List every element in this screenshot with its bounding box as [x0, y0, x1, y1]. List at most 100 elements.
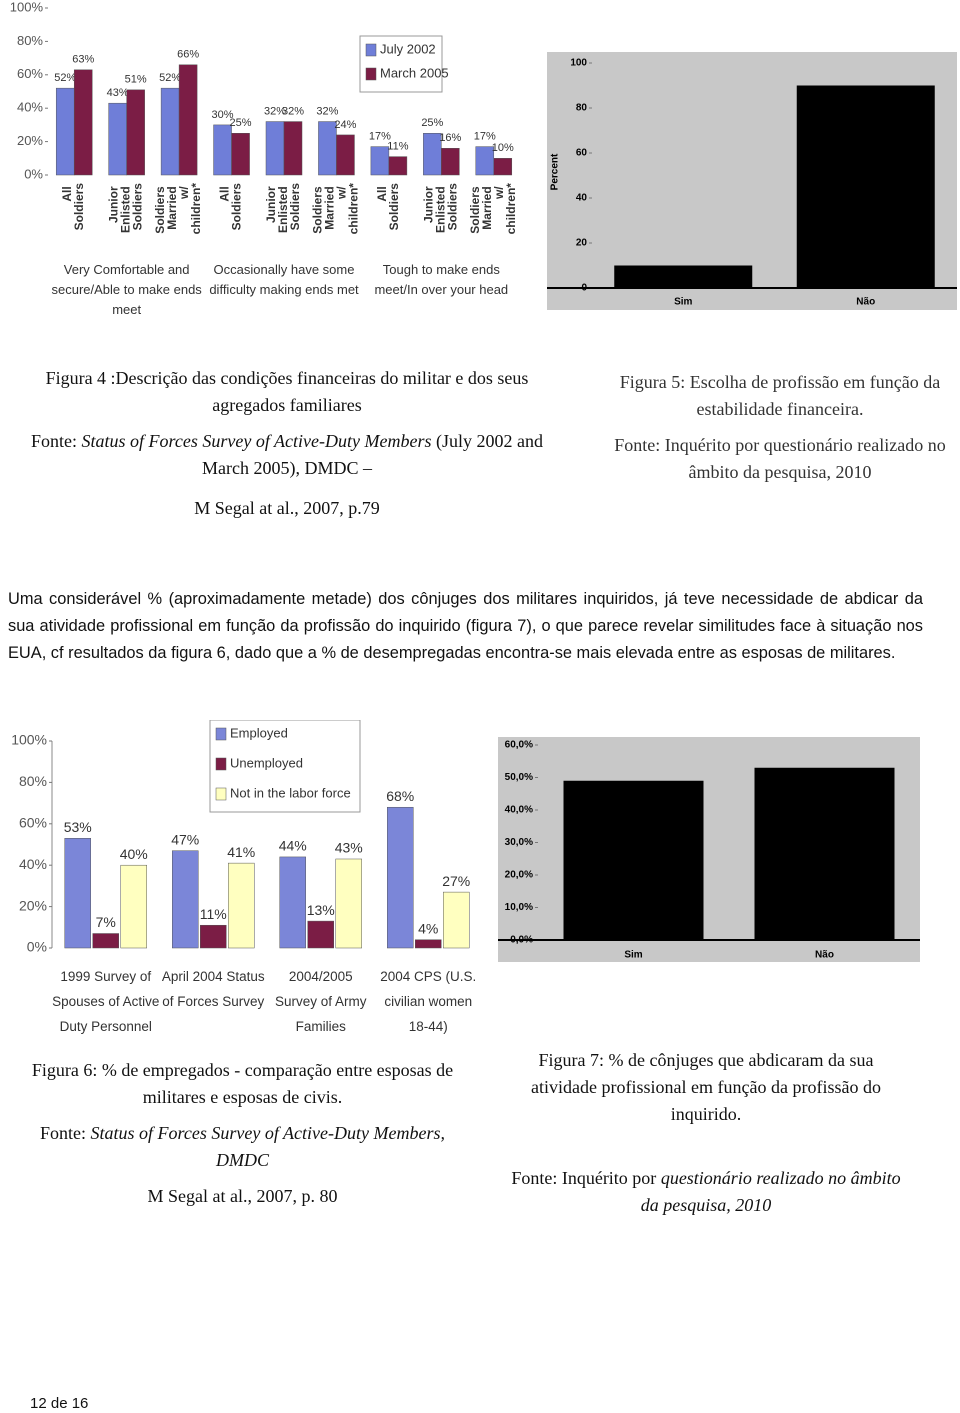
- y-tick-label: 60: [576, 148, 588, 159]
- label-line: Junior: [264, 183, 278, 223]
- label-line: Junior: [107, 183, 121, 223]
- caption-title: Figura 7: % de cônjuges que abdicaram da…: [531, 1050, 881, 1124]
- label-line: Soldiers: [131, 183, 145, 231]
- value-label: 53%: [64, 819, 92, 835]
- label-line: Soldiers: [288, 183, 302, 231]
- bar: [614, 265, 753, 288]
- value-label: 68%: [386, 788, 414, 804]
- label-line: Soldiers: [446, 183, 460, 231]
- source-italic: Status of Forces Survey of Active-Duty M…: [90, 1123, 445, 1170]
- label-line: Soldiers: [72, 183, 86, 231]
- source-prefix: Fonte:: [40, 1123, 87, 1143]
- value-label: 16%: [439, 132, 461, 144]
- figure-4-caption: Figura 4 :Descrição das condições financ…: [22, 365, 552, 531]
- bar: [64, 838, 91, 949]
- value-label: 47%: [171, 831, 199, 847]
- value-label: 51%: [125, 74, 147, 86]
- bar: [283, 121, 303, 176]
- value-label: 30%: [212, 109, 234, 121]
- bar: [493, 158, 513, 176]
- value-label: 41%: [227, 844, 255, 860]
- bar: [231, 133, 250, 176]
- group-label: Tough to make ends meet/In over your hea…: [374, 262, 509, 297]
- legend-label: Unemployed: [230, 755, 303, 770]
- label-line: Married: [480, 183, 494, 230]
- caption-title: Figura 6: % de empregados - comparação e…: [31, 1060, 454, 1107]
- bar: [307, 920, 334, 949]
- bar: [387, 806, 414, 949]
- legend-label: Not in the labor force: [230, 785, 351, 800]
- legend-swatch: [215, 757, 227, 771]
- figure-5-caption: Figura 5: Escolha de profissão em função…: [598, 369, 960, 495]
- x-tick-label: Não: [856, 297, 875, 308]
- x-tick-label: Junior Enlisted Soldiers: [107, 183, 145, 233]
- value-label: 63%: [72, 54, 94, 66]
- legend-box: [209, 720, 361, 813]
- x-tick-label: Soldiers Married w/ children*: [311, 183, 361, 235]
- x-tick-label: 2004/2005 Survey of Army Families: [274, 969, 367, 1034]
- legend-swatch: [215, 787, 227, 801]
- value-label: 32%: [282, 105, 304, 117]
- value-label: 66%: [177, 49, 199, 61]
- label-line: Junior: [422, 183, 436, 223]
- label-line: w/: [177, 183, 191, 200]
- chart-employment: 0% 20% 40% 60% 80% 100% 53% 7% 40% 47% 11% 41% 44% 13…: [11, 720, 470, 955]
- x-tick-label: All Soldiers: [375, 183, 401, 231]
- y-tick-label: 0%: [24, 166, 43, 181]
- y-tick-label: 100%: [10, 0, 44, 14]
- label-line: children*: [189, 183, 203, 235]
- bar: [265, 121, 285, 176]
- caption-reference: M Segal at al., 2007, p.79: [194, 498, 380, 518]
- value-label: 11%: [200, 906, 227, 922]
- y-tick-label: 100: [570, 58, 587, 69]
- bar: [336, 134, 355, 176]
- caption-source: Fonte: Inquérito por questionário realiz…: [508, 1165, 904, 1219]
- value-label: 43%: [107, 87, 129, 99]
- bar: [388, 156, 408, 176]
- bar: [415, 939, 442, 949]
- label-line: Soldiers: [311, 183, 325, 234]
- source-prefix: Fonte:: [31, 431, 78, 451]
- value-label: 17%: [369, 131, 391, 143]
- y-tick-label: 80: [576, 103, 588, 114]
- y-tick-label: 0%: [27, 939, 47, 955]
- chart-abdicated: 0,0%10,0%20,0%30,0%40,0%50,0%60,0%Sim Não: [498, 737, 920, 962]
- bar: [73, 69, 93, 176]
- label-line: All: [375, 183, 389, 202]
- bar: [178, 64, 198, 176]
- y-tick-label: 30,0%: [505, 837, 533, 848]
- page-number: 12 de 16: [30, 1395, 89, 1412]
- bar: [126, 89, 145, 176]
- label-line: Enlisted: [276, 183, 290, 233]
- x-tick-label: All Soldiers: [218, 183, 244, 231]
- source-suffix: (July 2002 and March 2005), DMDC –: [202, 431, 543, 478]
- group-label: Occasionally have some difficulty making…: [209, 262, 359, 297]
- caption-source: Fonte: Status of Forces Survey of Active…: [22, 428, 552, 482]
- bar: [108, 102, 127, 176]
- value-label: 52%: [54, 72, 76, 84]
- label-line: Soldiers: [153, 183, 167, 234]
- value-label: 25%: [421, 117, 443, 129]
- bar: [160, 87, 180, 176]
- x-tick-label: 2004 CPS (U.S. civilian women 18-44): [380, 969, 477, 1034]
- y-tick-label: 20,0%: [505, 870, 533, 881]
- value-label: 32%: [316, 105, 338, 117]
- legend-swatch: [365, 67, 377, 81]
- source-italic: Status of Forces Survey of Active-Duty M…: [81, 431, 432, 451]
- label-line: Married: [323, 183, 337, 230]
- y-tick-label: 80%: [17, 33, 43, 48]
- label-line: Enlisted: [119, 183, 133, 233]
- label-line: children*: [504, 183, 518, 235]
- bar: [92, 933, 119, 949]
- y-tick-label: 40%: [19, 856, 47, 872]
- value-label: 40%: [120, 846, 148, 862]
- bar: [279, 856, 306, 949]
- bar: [55, 87, 75, 176]
- y-tick-label: 40,0%: [505, 805, 533, 816]
- bar: [754, 767, 895, 940]
- figure-6-caption: Figura 6: % de empregados - comparação e…: [30, 1057, 455, 1219]
- label-line: Soldiers: [230, 183, 244, 231]
- legend-label: July 2002: [380, 41, 436, 56]
- legend-label: Employed: [230, 725, 288, 740]
- value-label: 11%: [387, 141, 408, 153]
